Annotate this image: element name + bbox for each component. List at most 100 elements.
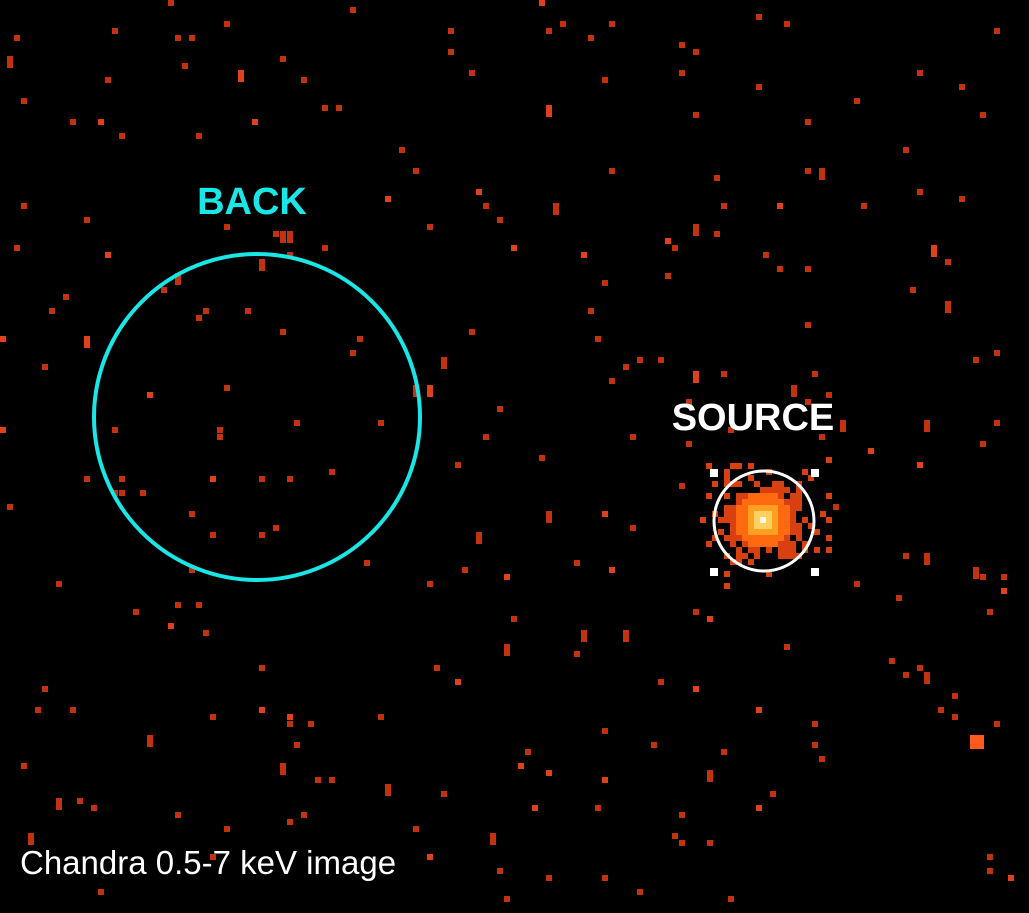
pixel: [748, 493, 754, 499]
pixel: [49, 308, 55, 314]
pixel: [679, 42, 685, 48]
pixel: [777, 203, 783, 209]
pixel: [826, 547, 832, 553]
pixel: [742, 553, 748, 559]
pixel: [730, 535, 736, 541]
pixel: [1001, 574, 1007, 580]
pixel: [796, 523, 802, 529]
pixel: [504, 896, 510, 902]
pixel: [730, 505, 736, 511]
pixel: [693, 224, 699, 236]
pixel: [826, 535, 832, 541]
pixel: [112, 28, 118, 34]
pixel: [609, 168, 615, 174]
pixel: [609, 378, 615, 384]
pixel: [469, 70, 475, 76]
pixel: [987, 609, 993, 615]
pixel: [924, 420, 930, 432]
pixel: [772, 505, 778, 511]
pixel: [742, 529, 748, 535]
pixel: [778, 487, 784, 493]
pixel: [805, 168, 811, 174]
pixel: [658, 679, 664, 685]
pixel: [602, 77, 608, 83]
pixel: [790, 499, 796, 505]
pixel: [658, 357, 664, 363]
pixel: [357, 336, 363, 342]
pixel: [203, 308, 209, 314]
pixel: [756, 84, 762, 90]
pixel: [721, 203, 727, 209]
pixel: [861, 203, 867, 209]
pixel: [730, 463, 736, 469]
pixel: [778, 553, 784, 559]
pixel: [168, 623, 174, 629]
handle[interactable]: [811, 568, 819, 576]
pixel: [273, 525, 279, 531]
pixel: [378, 420, 384, 426]
pixel: [814, 547, 820, 553]
pixel: [112, 427, 118, 433]
pixel: [784, 523, 790, 529]
pixel: [105, 252, 111, 258]
pixel: [784, 553, 790, 559]
pixel: [819, 756, 825, 762]
pixel: [766, 511, 772, 517]
pixel: [574, 651, 580, 657]
pixel: [784, 541, 790, 547]
pixel: [724, 481, 730, 487]
pixel: [777, 266, 783, 272]
pixel: [778, 505, 784, 511]
pixel: [329, 777, 335, 783]
pixel: [784, 505, 790, 511]
handle[interactable]: [811, 469, 819, 477]
pixel: [287, 819, 293, 825]
pixel: [766, 517, 772, 523]
pixel: [294, 420, 300, 426]
pixel: [224, 21, 230, 27]
pixel: [820, 511, 826, 517]
pixel: [175, 602, 181, 608]
pixel: [814, 529, 820, 535]
pixel: [273, 231, 279, 237]
pixel: [826, 493, 832, 499]
handle[interactable]: [710, 469, 718, 477]
pixel: [742, 541, 748, 547]
pixel: [707, 770, 713, 782]
pixel: [778, 481, 784, 487]
pixel: [588, 308, 594, 314]
pixel: [854, 581, 860, 587]
pixel: [706, 463, 712, 469]
pixel: [790, 529, 796, 535]
pixel: [736, 511, 742, 517]
pixel: [854, 98, 860, 104]
pixel: [724, 535, 730, 541]
pixel: [784, 517, 790, 523]
pixel: [987, 854, 993, 860]
pixel: [917, 189, 923, 195]
pixel: [724, 475, 730, 481]
pixel: [476, 532, 482, 544]
pixel: [336, 105, 342, 111]
pixel: [760, 493, 766, 499]
handle[interactable]: [710, 568, 718, 576]
pixel: [672, 245, 678, 251]
background-region[interactable]: [92, 252, 422, 582]
pixel: [686, 441, 692, 447]
pixel: [364, 560, 370, 566]
pixel: [84, 476, 90, 482]
pixel: [91, 805, 97, 811]
pixel: [973, 357, 979, 363]
source-region[interactable]: [712, 469, 816, 573]
pixel: [203, 630, 209, 636]
pixel: [772, 535, 778, 541]
pixel: [772, 511, 778, 517]
pixel: [427, 385, 433, 397]
pixel: [724, 511, 730, 517]
pixel: [772, 529, 778, 535]
pixel: [196, 133, 202, 139]
pixel: [301, 812, 307, 818]
pixel: [778, 493, 784, 499]
pixel: [98, 119, 104, 125]
pixel: [748, 535, 754, 541]
